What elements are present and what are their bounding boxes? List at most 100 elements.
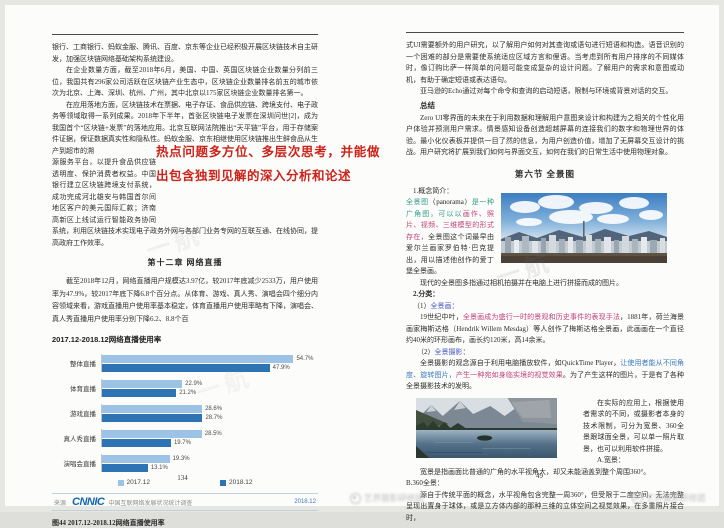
summary-heading: 总结 — [420, 100, 435, 110]
chart-row: 游戏直播 28.6% 28.7% — [52, 404, 318, 422]
text-segment: 是一种广角图，可以以 — [406, 198, 495, 218]
source-label: 来源 — [54, 500, 67, 507]
bar-value-label: 13.1% — [150, 464, 168, 471]
chart-category-label: 游戏直播 — [70, 411, 96, 418]
text-segment: （1） — [413, 301, 431, 310]
chart-bars: 19.3% 13.1% — [101, 454, 318, 472]
text-segment: （panorama） — [428, 198, 472, 206]
bar-2018.12 — [102, 363, 270, 372]
chart-bars: 28.5% 19.7% — [101, 429, 318, 447]
bar-2018.12 — [102, 463, 148, 472]
paragraph-modern-panorama: 现代的全景图多指通过相机拍摄并在电脑上进行拼接而成的图片。 — [420, 278, 623, 287]
panorama-city-photo — [501, 192, 667, 263]
bar-value-label: 54.7% — [296, 355, 314, 362]
chart-legend: 2017.12 2018.12 — [52, 479, 318, 486]
bar-2017.12 — [102, 429, 202, 438]
lake-side-column: 在实际的应用上，根据使用者需求的不同，或摄影者本身的技术限制，可分为宽景、360… — [583, 398, 684, 467]
handwritten-annotation: 热点问题多方位、多层次思考，并能做出包含独到见解的深入分析和论述 — [156, 145, 380, 183]
text-segment: ： — [462, 347, 470, 356]
header-rule — [406, 32, 684, 33]
chart-category-label: 体育直播 — [70, 386, 96, 393]
classification-heading: 2.分类： — [413, 290, 440, 298]
photo-watermark: 艺界摄影研修团 — [632, 492, 706, 504]
header-rule — [52, 34, 318, 35]
camera-logo-icon — [350, 492, 361, 504]
chart-rows: 整体直播 54.7% 47.9% 体育直播 22.9% 21.2% 游戏直播 28.6% 28.… — [52, 354, 318, 472]
bar-value-label: 22.9% — [185, 380, 203, 387]
chart-title: 2017.12-2018.12网络直播使用率 — [52, 335, 162, 344]
text-segment: （2） — [417, 347, 435, 356]
paragraph-photography-concept: 全景摄影的观念源自于利用电脑播放软件，如QuickTime Player，让使用… — [406, 358, 684, 393]
chart-bars: 28.6% 28.7% — [101, 404, 318, 422]
paragraph-applications-b: 源服务平台，以提升食品供应链透明度、保护消费者权益。中国银行建立区块链跨境支付系… — [52, 158, 318, 247]
livestream-usage-chart: 2017.12-2018.12网络直播使用率 整体直播 54.7% 47.9% 体育直… — [52, 334, 318, 528]
text-segment: 全景画 — [430, 301, 452, 310]
chart-category-label: 整体直播 — [70, 361, 96, 368]
photo-watermark: 艺界摄影研修团 — [350, 492, 424, 504]
source-description: 中国互联网络发展状况统计调查 — [108, 500, 193, 507]
text-segment: 全景摄影 — [434, 347, 463, 356]
figure-caption: 图44 2017.12-2018.12网络直播使用率 — [52, 519, 165, 527]
bar-2017.12 — [102, 354, 294, 363]
text-segment: 画作、照片、视频、三维模型的形式存在， — [406, 209, 495, 241]
text-segment: ： — [451, 301, 459, 310]
chart-category-label: 演唱会直播 — [63, 461, 97, 468]
bar-value-label: 28.5% — [204, 430, 222, 437]
paragraph-ui-research: 式UI需要额外的用户研究，以了解用户如何对其查询或语句进行短语和构造。语音识别的… — [406, 41, 684, 84]
paragraph-zero-ui: Zero UI零界面的未来在于利用数据和理解用户意图来设计和构建为之相关的个性化… — [406, 113, 684, 157]
bar-2018.12 — [102, 388, 177, 397]
scanned-document-spread: 银行、工商银行、蚂蚁金服、腾讯、百度、京东等企业已经积极开展区块链技术自主研发，… — [5, 5, 719, 527]
watermark-text: 艺界摄影研修团 — [646, 493, 706, 503]
chart-source-row: 来源 CNNIC 中国互联网络发展状况统计调查 2018.12 — [52, 493, 318, 511]
bar-value-label: 19.3% — [172, 455, 190, 462]
section-title: 第六节 全景图 — [514, 168, 576, 179]
chart-row: 体育直播 22.9% 21.2% — [52, 379, 318, 397]
wide-view-heading: A.宽景： — [597, 456, 625, 464]
concept-column: 1.概念简介： 全景图（panorama）是一种广角图，可以以画作、照片、视频、… — [406, 186, 494, 278]
paragraph-blockchain-research: 银行、工商银行、蚂蚁金服、腾讯、百度、京东等企业已经积极开展区块链技术自主研发，… — [52, 43, 318, 63]
bar-value-label: 21.2% — [179, 389, 197, 396]
page-right: 式UI需要额外的用户研究，以了解用户如何对其查询或语句进行短语和构造。语音识别的… — [360, 5, 719, 522]
paragraph-painting-history: 19世纪中叶，全景画成为盛行一时的景观和历史事件的表现手法，1881年，荷兰海景… — [406, 312, 684, 347]
bar-value-label: 28.6% — [205, 405, 223, 412]
chart-row: 整体直播 54.7% 47.9% — [52, 354, 318, 372]
paragraph-applications-a: 在应用落地方面，区块链技术在票据、电子存证、食品供应链、跨境支付、电子政务等领域… — [52, 100, 318, 155]
cnnic-logo: CNNIC — [72, 496, 105, 508]
concept-paragraph: 全景图（panorama）是一种广角图，可以以画作、照片、视频、三维模型的形式存… — [406, 197, 494, 278]
chart-row: 演唱会直播 19.3% 13.1% — [52, 454, 318, 472]
camera-logo-icon — [632, 492, 643, 504]
legend-item: 2017.12 — [117, 479, 150, 486]
paragraph-echo: 亚马逊的Echo通过对每个命令和查询的启动短语，限制与环境或背景对话的交互。 — [420, 87, 673, 95]
concept-row: 1.概念简介： 全景图（panorama）是一种广角图，可以以画作、照片、视频、… — [406, 186, 684, 278]
text-segment: 19世纪中叶， — [420, 313, 463, 321]
chart-category-label: 真人秀直播 — [63, 436, 97, 443]
mountain-lake-photo — [416, 397, 558, 458]
legend-swatch — [220, 479, 226, 486]
subheading-panorama-painting: （1）全景画： — [406, 301, 684, 313]
page-number-left: 134 — [177, 474, 188, 482]
bar-2017.12 — [102, 404, 203, 413]
chapter-title: 第十二章 网络直播 — [147, 258, 223, 267]
bar-2017.12 — [102, 454, 170, 463]
concept-heading: 1.概念简介： — [413, 186, 454, 195]
paragraph-wide-view: 宽景是指画面比普通的广角的水平视角大，却又未能涵盖到整个周围360°。 — [420, 467, 651, 476]
chart-bars: 54.7% 47.9% — [101, 354, 318, 372]
bar-2017.12 — [102, 379, 183, 388]
text-segment: 全景图这个词最早由爱尔兰画家罗伯特·巴克提出，用以描述他创作的爱丁堡全景画。 — [406, 232, 495, 276]
lake-row: 在实际的应用上，根据使用者需求的不同，或摄影者本身的技术限制，可分为宽景、360… — [406, 397, 684, 467]
bar-2018.12 — [102, 438, 171, 447]
legend-swatch — [117, 479, 124, 486]
bar-value-label: 19.7% — [173, 439, 191, 446]
text-segment: ，1881年，荷兰海景画家梅斯达格（Hendrik Willem Mesdag）… — [406, 313, 685, 344]
paragraph-livestream-stats: 截至2018年12月，网络直播用户规模达3.97亿，较2017年底减少2533万… — [52, 277, 318, 323]
page-left: 银行、工商银行、蚂蚁金服、腾讯、百度、京东等企业已经积极开展区块链技术自主研发，… — [5, 5, 380, 527]
chart-row: 真人秀直播 28.5% 19.7% — [52, 429, 318, 447]
text-segment: 。为了产生这样的图片，于是有了各种全景摄影技术的发明。 — [406, 370, 685, 391]
bar-value-label: 28.7% — [205, 414, 223, 421]
watermark-text: 艺界摄影研修团 — [364, 493, 424, 503]
bar-value-label: 47.9% — [272, 364, 290, 371]
bar-2018.12 — [102, 413, 203, 422]
source-date: 2018.12 — [294, 499, 316, 505]
page-number-right: 49 — [536, 472, 543, 480]
text-segment: 产生一种宛如身临实境的视觉效果 — [455, 370, 563, 379]
